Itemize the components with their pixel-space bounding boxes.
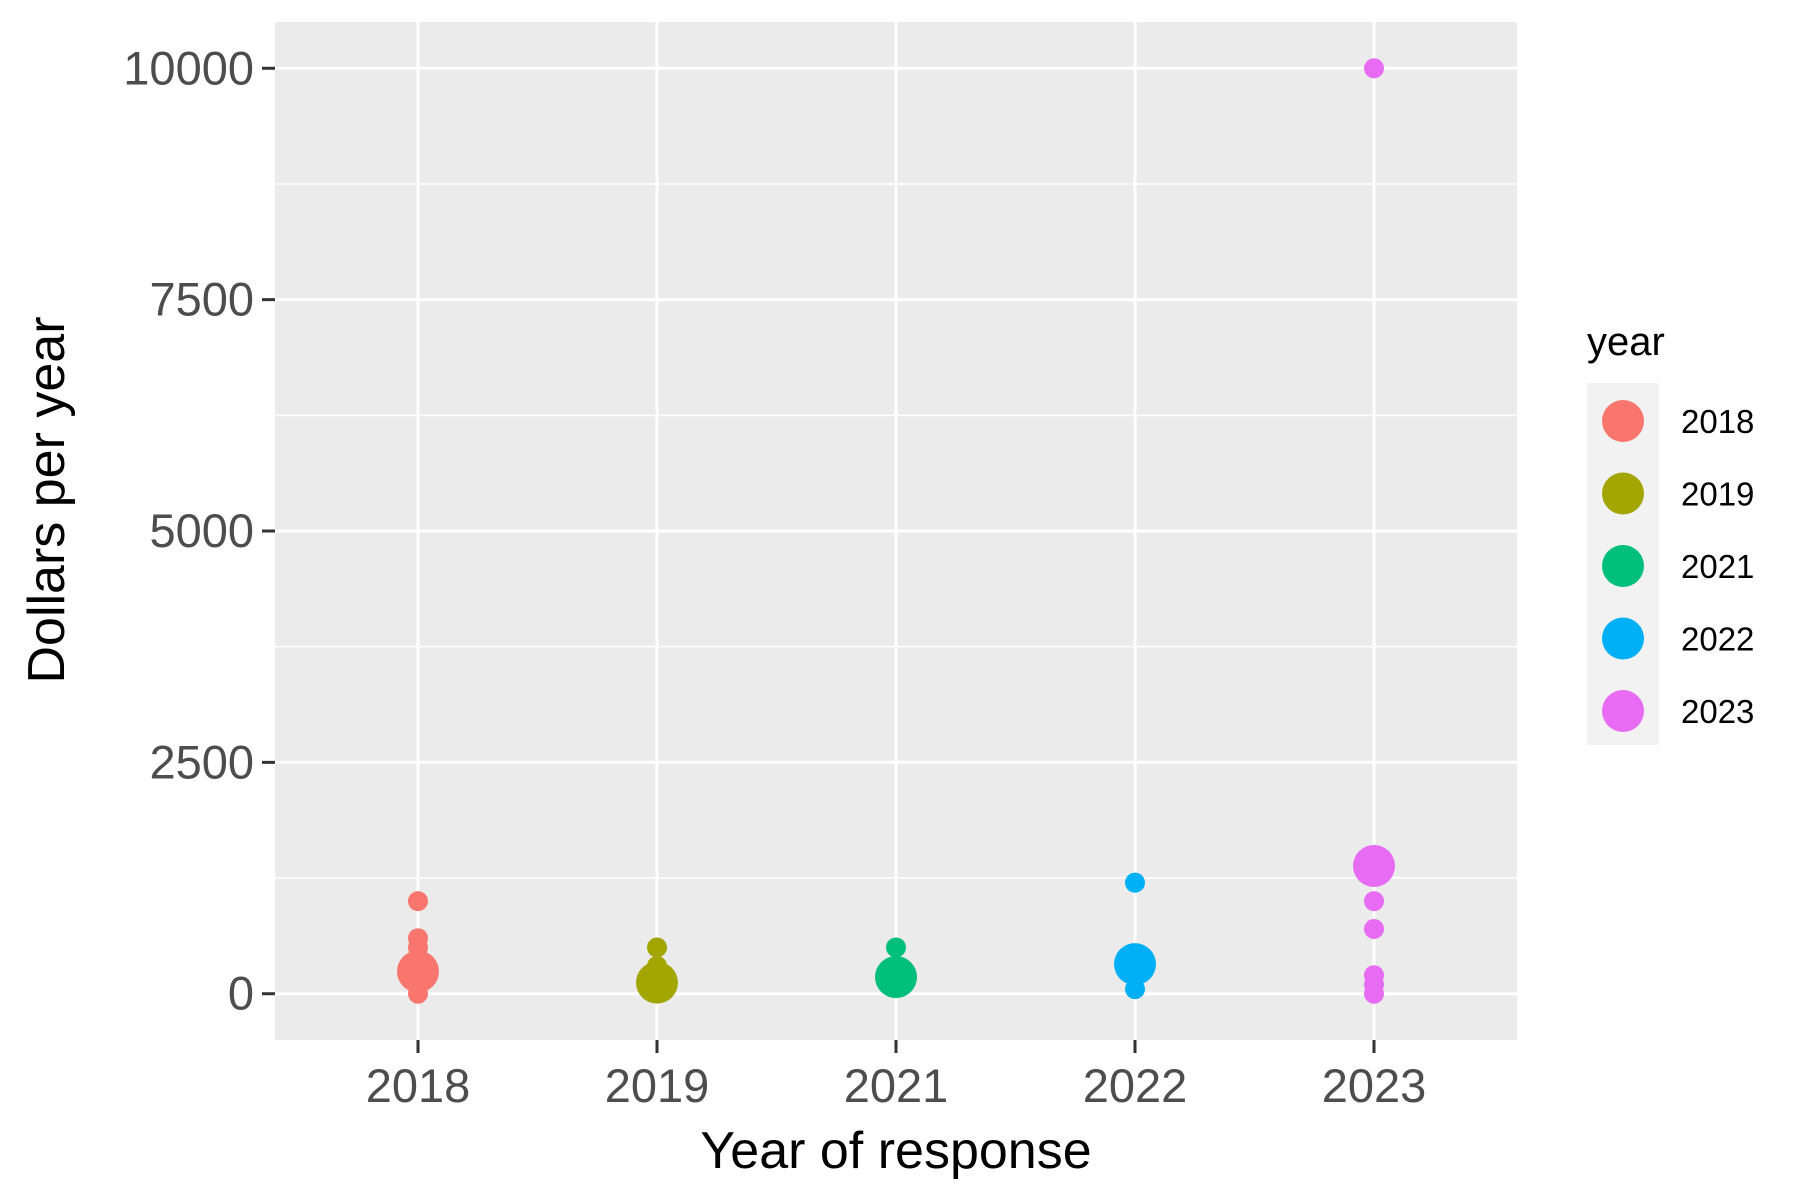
legend-title: year	[1587, 320, 1665, 364]
data-point-2023	[1364, 918, 1384, 939]
legend: year 2018 2019 2021 2022 2023	[1587, 320, 1754, 745]
data-point-2019	[647, 937, 667, 958]
y-tick-label: 0	[228, 967, 254, 1020]
legend-label-2021: 2021	[1681, 548, 1754, 585]
legend-key-2018	[1602, 400, 1644, 442]
x-axis: 2018 2019 2021 2022 2023	[366, 1040, 1427, 1112]
data-point-2023	[1353, 845, 1395, 888]
legend-label-2023: 2023	[1681, 693, 1754, 730]
x-tick-label: 2019	[605, 1059, 710, 1112]
legend-key-2019	[1602, 472, 1644, 515]
y-tick-label: 2500	[149, 735, 254, 788]
data-points	[397, 58, 1395, 1004]
x-tick-label: 2023	[1322, 1059, 1427, 1112]
x-tick-label: 2018	[366, 1059, 471, 1112]
legend-label-2018: 2018	[1681, 403, 1754, 440]
legend-key-2021	[1602, 545, 1644, 587]
data-point-2018	[397, 950, 439, 993]
legend-label-2019: 2019	[1681, 476, 1754, 513]
data-point-2018	[408, 891, 428, 912]
legend-key-2022	[1602, 617, 1644, 660]
data-point-2021	[875, 956, 917, 999]
x-tick-label: 2021	[844, 1059, 949, 1112]
data-point-2023	[1364, 891, 1384, 912]
data-point-2023	[1364, 58, 1384, 79]
x-axis-title: Year of response	[700, 1122, 1091, 1180]
data-point-2022	[1125, 872, 1145, 893]
y-tick-label: 10000	[123, 41, 254, 94]
data-point-2021	[886, 937, 906, 958]
data-point-2023	[1364, 983, 1384, 1004]
data-point-2019	[636, 961, 678, 1004]
data-point-2022	[1114, 943, 1156, 986]
y-axis: 0 2500 5000 7500 10000	[123, 41, 275, 1020]
y-axis-title: Dollars per year	[18, 316, 76, 683]
legend-key-2023	[1602, 690, 1644, 732]
y-tick-label: 5000	[149, 504, 254, 557]
x-tick-label: 2022	[1083, 1059, 1188, 1112]
legend-label-2022: 2022	[1681, 621, 1754, 658]
grid-major	[275, 22, 1517, 1040]
y-tick-label: 7500	[149, 273, 254, 326]
